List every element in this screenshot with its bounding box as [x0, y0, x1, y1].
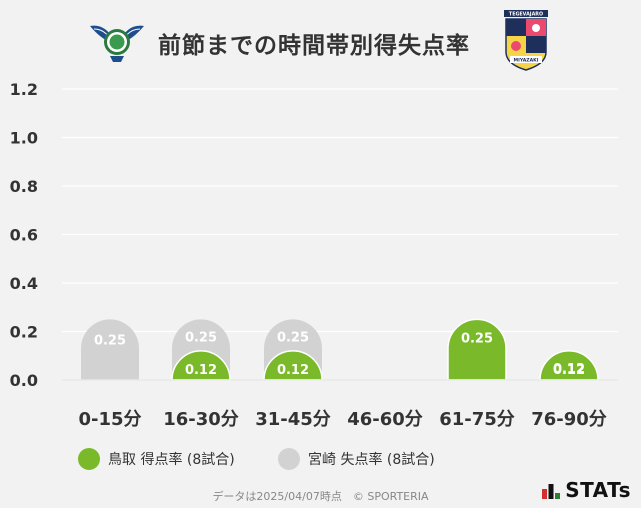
legend-label-scored: 鳥取 得点率 (8試合) [108, 452, 235, 468]
legend-item-conceded: 宮崎 失点率 (8試合) [278, 448, 435, 470]
x-tick-label: 31-45分 [255, 409, 331, 430]
y-tick-label: 0.0 [10, 371, 38, 390]
miyazaki-logo-text-bottom: MIYAZAKI [514, 58, 539, 64]
y-tick-label: 0.6 [10, 226, 38, 245]
data-label-conceded: 0.25 [94, 333, 126, 348]
y-tick-label: 1.0 [10, 129, 38, 148]
data-label-scored: 0.12 [185, 363, 217, 378]
data-label-scored: 0.25 [461, 331, 493, 346]
legend-swatch-scored [78, 448, 100, 470]
x-tick-label: 16-30分 [163, 409, 239, 430]
chart-header: 前節までの時間帯別得失点率 TEGEVAJARO MIYAZAKI [0, 0, 641, 78]
data-label-scored: 0.12 [553, 363, 585, 378]
y-tick-label: 1.2 [10, 80, 38, 99]
bar-chart: 0.0 0.2 0.4 0.6 0.8 1.0 1.2 0.25 0.25 0.25 0.12 0.1… [10, 80, 618, 430]
tottori-team-logo-icon [90, 25, 144, 62]
x-tick-label: 46-60分 [347, 409, 423, 430]
bar-scored [447, 318, 507, 381]
chart-legend: 鳥取 得点率 (8試合) 宮崎 失点率 (8試合) [78, 448, 558, 474]
data-label-scored: 0.12 [277, 363, 309, 378]
x-tick-label: 76-90分 [531, 409, 607, 430]
legend-item-scored: 鳥取 得点率 (8試合) [78, 448, 235, 470]
bar-scored [539, 350, 599, 381]
stats-logo-icon [542, 484, 561, 499]
stats-brand: STATs [541, 478, 631, 502]
bar-scored [263, 350, 323, 381]
stats-brand-text: STATs [565, 478, 631, 502]
y-tick-label: 0.2 [10, 323, 38, 342]
data-label-conceded: 0.12 [553, 362, 585, 377]
miyazaki-logo-text-top: TEGEVAJARO [509, 12, 543, 18]
data-label-conceded: 0.25 [185, 330, 217, 345]
x-tick-label: 0-15分 [78, 409, 141, 430]
x-tick-label: 61-75分 [439, 409, 515, 430]
legend-swatch-conceded [278, 448, 300, 470]
bar-conceded [81, 319, 139, 380]
y-tick-label: 0.8 [10, 177, 38, 196]
miyazaki-team-logo-icon: TEGEVAJARO MIYAZAKI [504, 10, 548, 71]
data-label-conceded: 0.25 [277, 330, 309, 345]
y-tick-label: 0.4 [10, 274, 38, 293]
legend-label-conceded: 宮崎 失点率 (8試合) [308, 452, 435, 468]
bar-scored [171, 350, 231, 381]
data-source-footer: データは2025/04/07時点 © SPORTERIA [212, 490, 429, 503]
chart-title: 前節までの時間帯別得失点率 [158, 33, 470, 59]
